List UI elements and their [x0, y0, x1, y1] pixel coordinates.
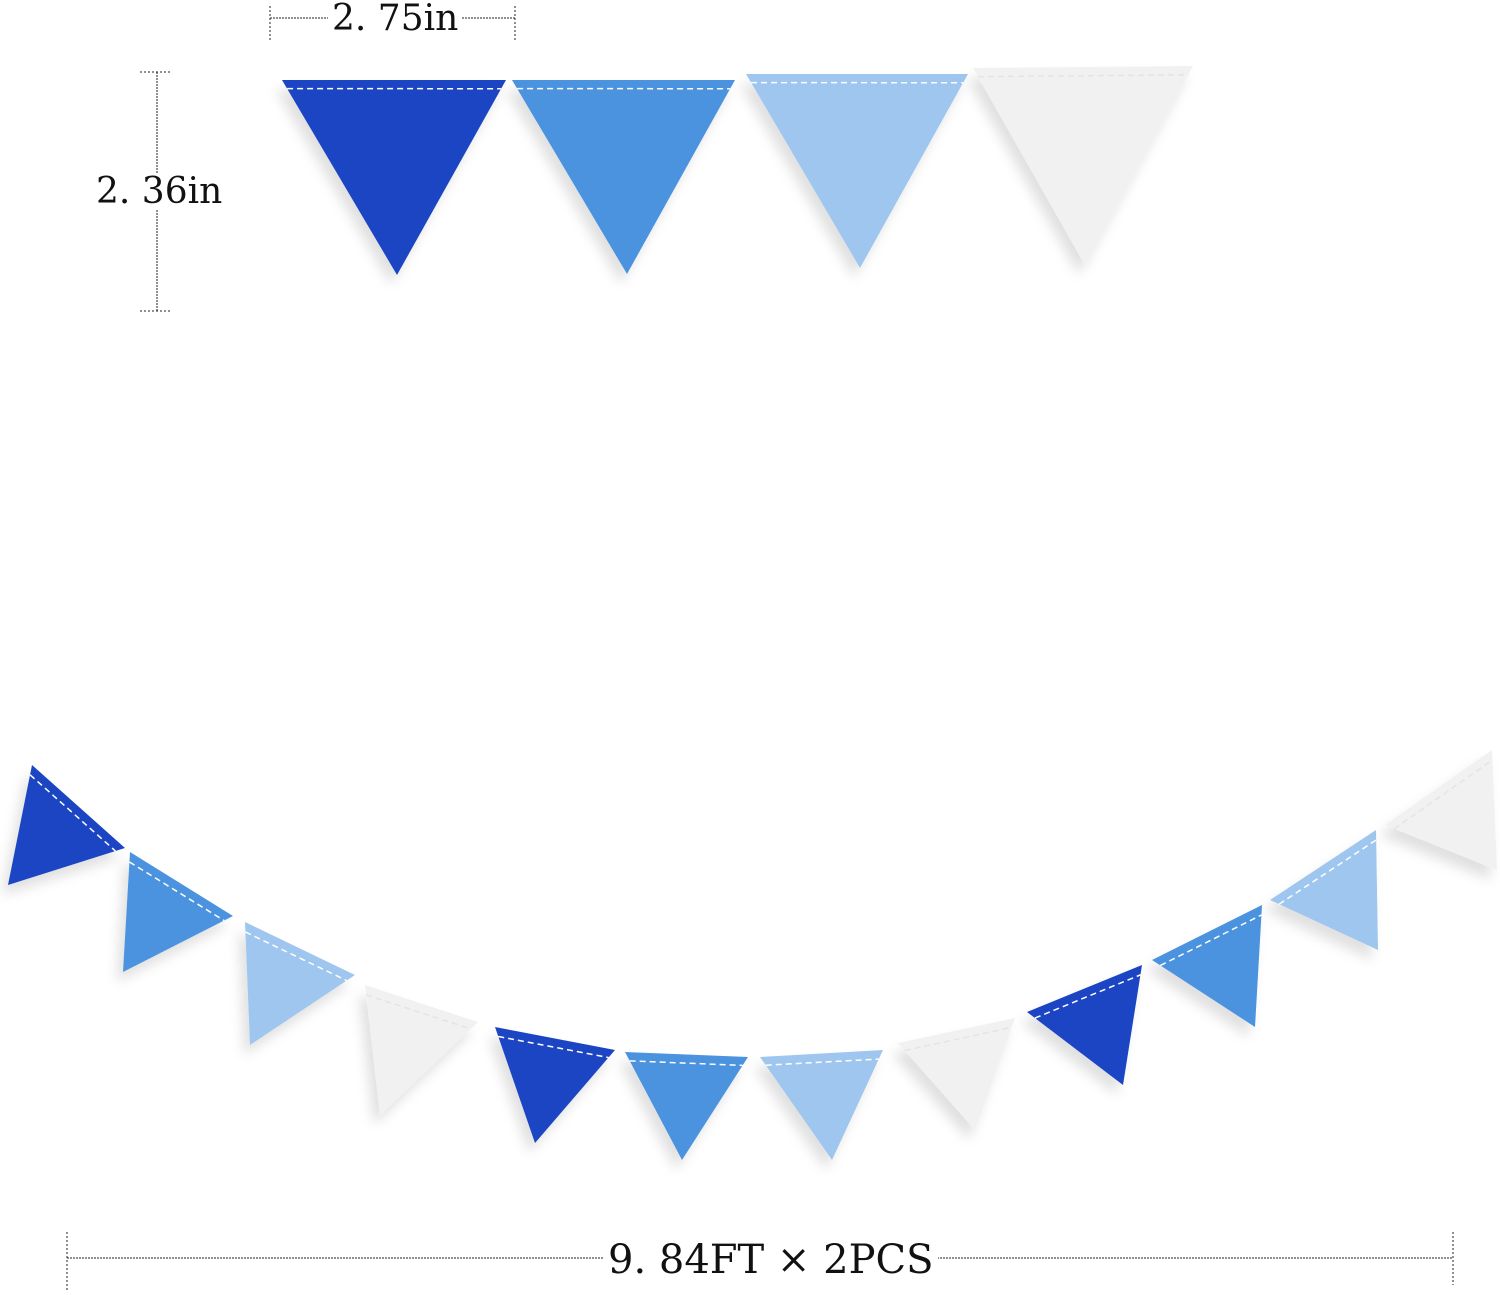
stitch-line [129, 861, 225, 922]
top-flag-3 [746, 74, 968, 268]
garland-flag-10 [1152, 905, 1262, 1027]
stitch-line [245, 931, 348, 982]
stitch-line [904, 1026, 1012, 1052]
sample-flags [282, 66, 1193, 275]
stitch-line [29, 774, 116, 852]
garland-flag-8 [898, 1018, 1015, 1130]
stitch-line [765, 1058, 879, 1066]
garland-flag-3 [245, 922, 355, 1045]
garland-flag-11 [1270, 830, 1378, 950]
length-label: 9. 84FT × 2PCS [604, 1240, 938, 1280]
garland-flag-5 [495, 1027, 615, 1143]
dimension-lines [66, 6, 1454, 1292]
stitch-line [365, 994, 471, 1030]
stitch-line [1160, 914, 1262, 967]
stitch-line [977, 74, 1189, 78]
garland-flag-12 [1385, 750, 1497, 870]
garland-flag-6 [625, 1052, 748, 1160]
garland-flag-4 [365, 985, 478, 1115]
stitch-line [498, 1035, 609, 1059]
top-flag-4 [973, 66, 1193, 265]
width-label: 2. 75in [328, 1, 463, 37]
height-label: 2. 36in [92, 174, 227, 210]
stitch-line [1034, 974, 1141, 1019]
top-flag-1 [282, 80, 506, 275]
stitch-line [629, 1060, 743, 1067]
garland-flag-1 [8, 765, 125, 885]
top-flag-2 [512, 80, 735, 274]
garland-flag-2 [123, 852, 233, 972]
garland-flag-9 [1027, 965, 1142, 1085]
garland [8, 750, 1497, 1160]
garland-flag-7 [760, 1050, 883, 1160]
